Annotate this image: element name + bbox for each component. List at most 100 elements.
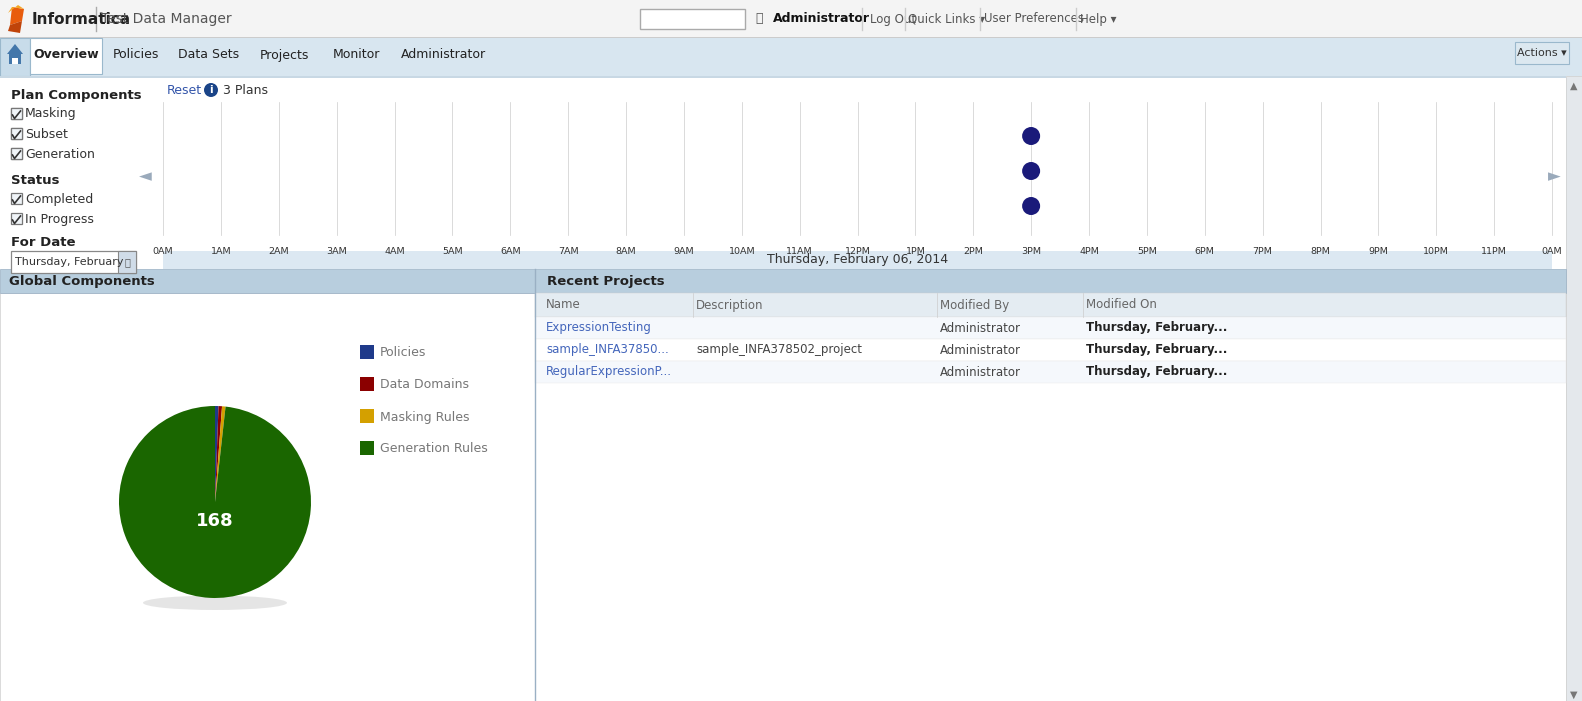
Bar	[1566, 76, 1582, 701]
Text: 9PM: 9PM	[1368, 247, 1389, 256]
Text: Quick Links ▾: Quick Links ▾	[908, 13, 986, 25]
Circle shape	[1022, 197, 1039, 215]
Text: Informatica: Informatica	[32, 11, 131, 27]
Circle shape	[1022, 127, 1039, 145]
Text: ◄: ◄	[139, 167, 152, 185]
Text: Policies: Policies	[380, 346, 427, 360]
Text: 📅: 📅	[123, 257, 130, 267]
Text: 12PM: 12PM	[845, 247, 870, 256]
Bar	[30, 38, 101, 74]
Text: 10AM: 10AM	[728, 247, 755, 256]
Bar	[11, 108, 22, 119]
Text: Status: Status	[11, 175, 60, 187]
Text: Administrator: Administrator	[940, 322, 1020, 334]
Text: 3 Plans: 3 Plans	[223, 83, 267, 97]
Bar	[11, 148, 22, 159]
Text: Administrator: Administrator	[400, 48, 486, 62]
Text: ▼: ▼	[1571, 690, 1577, 700]
Text: Recent Projects: Recent Projects	[547, 275, 664, 287]
Text: sample_INFA378502_project: sample_INFA378502_project	[696, 343, 862, 357]
Wedge shape	[119, 406, 312, 598]
Text: Data Domains: Data Domains	[380, 379, 468, 391]
Text: 7AM: 7AM	[558, 247, 579, 256]
Polygon shape	[8, 21, 22, 33]
Text: 1PM: 1PM	[905, 247, 925, 256]
Bar	[0, 38, 30, 76]
Bar	[0, 0, 1582, 38]
Text: Name: Name	[546, 299, 581, 311]
Text: Subset: Subset	[25, 128, 68, 140]
Text: Plan Components: Plan Components	[11, 90, 142, 102]
Polygon shape	[8, 5, 24, 13]
Text: 8PM: 8PM	[1310, 247, 1330, 256]
Text: 🔍: 🔍	[755, 13, 763, 25]
Text: 5PM: 5PM	[1137, 247, 1156, 256]
Bar	[0, 76, 1566, 78]
Bar	[11, 251, 136, 273]
Text: 1AM: 1AM	[210, 247, 231, 256]
Bar	[101, 38, 169, 68]
Text: Modified By: Modified By	[940, 299, 1009, 311]
Bar	[119, 251, 136, 273]
Text: Monitor: Monitor	[332, 48, 380, 62]
Text: Thursday, February...: Thursday, February...	[1085, 343, 1228, 357]
Text: Policies: Policies	[112, 48, 160, 62]
Bar	[11, 128, 22, 139]
Bar	[535, 317, 1566, 339]
Text: 8AM: 8AM	[615, 247, 636, 256]
Text: User Preferences: User Preferences	[984, 13, 1084, 25]
Bar	[11, 128, 22, 139]
Text: 11AM: 11AM	[786, 247, 813, 256]
Bar	[0, 37, 1582, 38]
Text: ExpressionTesting: ExpressionTesting	[546, 322, 652, 334]
Text: 0AM: 0AM	[153, 247, 174, 256]
Bar	[361, 441, 373, 455]
Text: Thursday, February...: Thursday, February...	[1085, 365, 1228, 379]
Text: sample_INFA37850...: sample_INFA37850...	[546, 343, 669, 357]
Text: 3PM: 3PM	[1020, 247, 1041, 256]
Text: 11PM: 11PM	[1481, 247, 1508, 256]
Text: 3AM: 3AM	[326, 247, 346, 256]
Bar	[535, 293, 1566, 317]
Text: Administrator: Administrator	[940, 343, 1020, 357]
Bar	[535, 293, 1566, 701]
Text: 2PM: 2PM	[963, 247, 982, 256]
Bar	[11, 213, 22, 224]
Text: Overview: Overview	[33, 48, 98, 62]
Text: Thursday, February...: Thursday, February...	[1085, 322, 1228, 334]
Bar	[169, 38, 248, 68]
Bar	[0, 76, 1566, 701]
Text: Thursday, February: Thursday, February	[14, 257, 123, 267]
Text: Projects: Projects	[259, 48, 308, 62]
Bar	[1516, 42, 1569, 64]
Bar	[11, 148, 22, 159]
Bar	[320, 38, 392, 68]
Text: ▲: ▲	[1571, 81, 1577, 91]
Text: Generation Rules: Generation Rules	[380, 442, 487, 456]
Text: Generation: Generation	[25, 147, 95, 161]
Text: 168: 168	[196, 512, 234, 530]
Bar	[11, 193, 22, 204]
Polygon shape	[9, 7, 24, 25]
Text: 10PM: 10PM	[1424, 247, 1449, 256]
Wedge shape	[215, 407, 226, 502]
Bar	[0, 38, 1582, 76]
Bar	[535, 361, 1566, 383]
Bar	[535, 339, 1566, 361]
Polygon shape	[6, 44, 24, 54]
Text: Thursday, February 06, 2014: Thursday, February 06, 2014	[767, 254, 948, 266]
Circle shape	[204, 83, 218, 97]
Text: RegularExpressionP...: RegularExpressionP...	[546, 365, 672, 379]
Ellipse shape	[142, 596, 286, 610]
Text: 6PM: 6PM	[1194, 247, 1215, 256]
Text: Reset: Reset	[168, 83, 202, 97]
Text: 9AM: 9AM	[674, 247, 694, 256]
Text: Actions ▾: Actions ▾	[1517, 48, 1566, 58]
Text: 2AM: 2AM	[269, 247, 290, 256]
Wedge shape	[215, 406, 221, 502]
Text: Global Components: Global Components	[9, 275, 155, 287]
Text: i: i	[209, 85, 214, 95]
Text: 4AM: 4AM	[384, 247, 405, 256]
Bar	[392, 38, 494, 68]
Text: 5AM: 5AM	[441, 247, 462, 256]
